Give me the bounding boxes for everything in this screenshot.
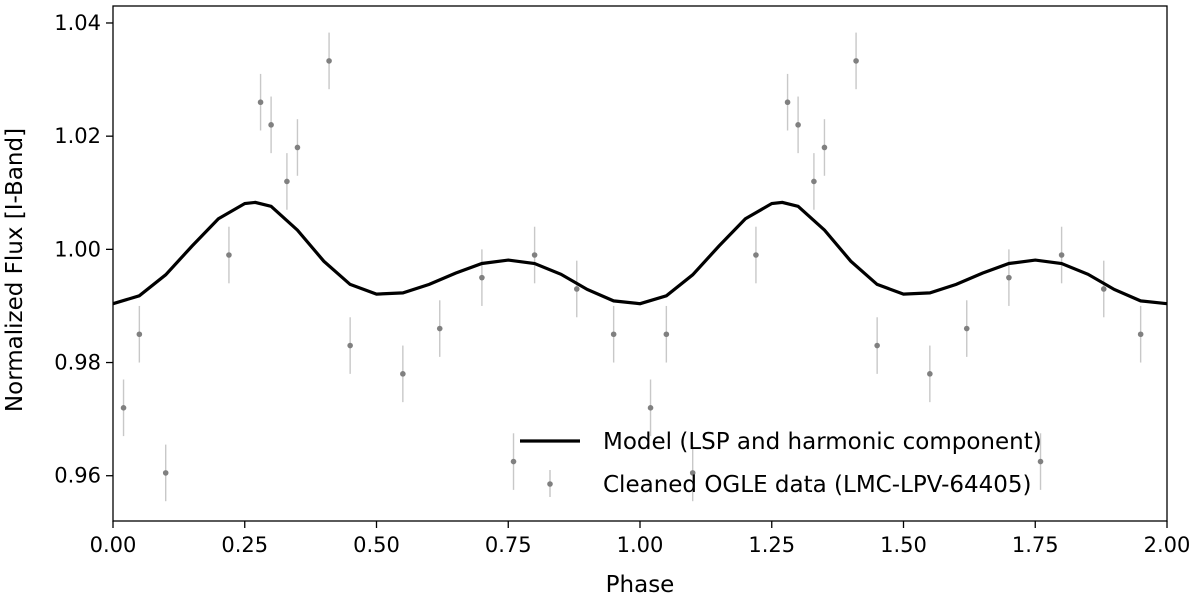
y-tick-label: 0.98 (54, 351, 101, 375)
y-tick-label: 0.96 (54, 464, 101, 488)
x-tick-label: 0.75 (485, 533, 532, 557)
data-point (268, 122, 274, 128)
data-point (294, 144, 301, 151)
data-point (821, 144, 828, 151)
x-tick-label: 1.50 (880, 533, 927, 557)
x-tick-label: 0.25 (221, 533, 268, 557)
data-point (1006, 274, 1012, 281)
y-axis-title: Normalized Flux [I-Band] (2, 128, 28, 412)
data-point (689, 470, 696, 476)
x-tick-label: 1.25 (748, 533, 795, 557)
data-point (874, 342, 880, 349)
data-point (1100, 286, 1107, 292)
data-point (795, 122, 801, 128)
y-tick-label: 1.00 (54, 237, 101, 261)
data-point (663, 331, 670, 338)
legend-data-marker-swatch (547, 481, 553, 487)
data-point (573, 286, 580, 292)
legend: Model (LSP and harmonic component) Clean… (520, 429, 1042, 498)
data-point (400, 371, 406, 377)
data-point (853, 58, 859, 64)
data-point (1058, 252, 1065, 258)
data-point (136, 331, 143, 338)
x-tick-label: 1.75 (1012, 533, 1059, 557)
data-point (784, 99, 791, 106)
y-axis-ticks: 0.96 0.98 1.00 1.02 1.04 (54, 11, 113, 488)
x-tick-label: 1.00 (617, 533, 664, 557)
data-points-layer (120, 58, 1144, 476)
data-point (531, 252, 538, 258)
data-point (347, 342, 353, 349)
x-axis-title: Phase (606, 572, 675, 598)
model-curve (112, 200, 1168, 306)
legend-data-label: Cleaned OGLE data (LMC-LPV-64405) (603, 472, 1032, 498)
data-point (1137, 331, 1144, 338)
data-point (753, 252, 759, 258)
data-point (162, 470, 169, 476)
data-point (479, 274, 485, 281)
x-tick-label: 2.00 (1144, 533, 1191, 557)
legend-model-label: Model (LSP and harmonic component) (603, 429, 1042, 455)
y-tick-label: 1.04 (54, 11, 101, 35)
data-point (257, 99, 264, 106)
x-tick-label: 0.00 (90, 533, 137, 557)
data-point (647, 405, 654, 411)
data-point (226, 252, 232, 258)
data-point (510, 458, 517, 465)
data-point (436, 325, 443, 332)
x-tick-label: 0.50 (353, 533, 400, 557)
data-point (284, 178, 290, 185)
data-point (1037, 458, 1044, 465)
x-axis-ticks: 0.00 0.25 0.50 0.75 1.00 1.25 1.50 1.75 2.00 (90, 521, 1191, 557)
data-point (120, 405, 127, 411)
data-point (811, 178, 817, 185)
data-point (927, 371, 933, 377)
y-tick-label: 1.02 (54, 124, 101, 148)
data-point (963, 325, 970, 332)
data-point (610, 331, 617, 338)
data-point (326, 58, 332, 64)
